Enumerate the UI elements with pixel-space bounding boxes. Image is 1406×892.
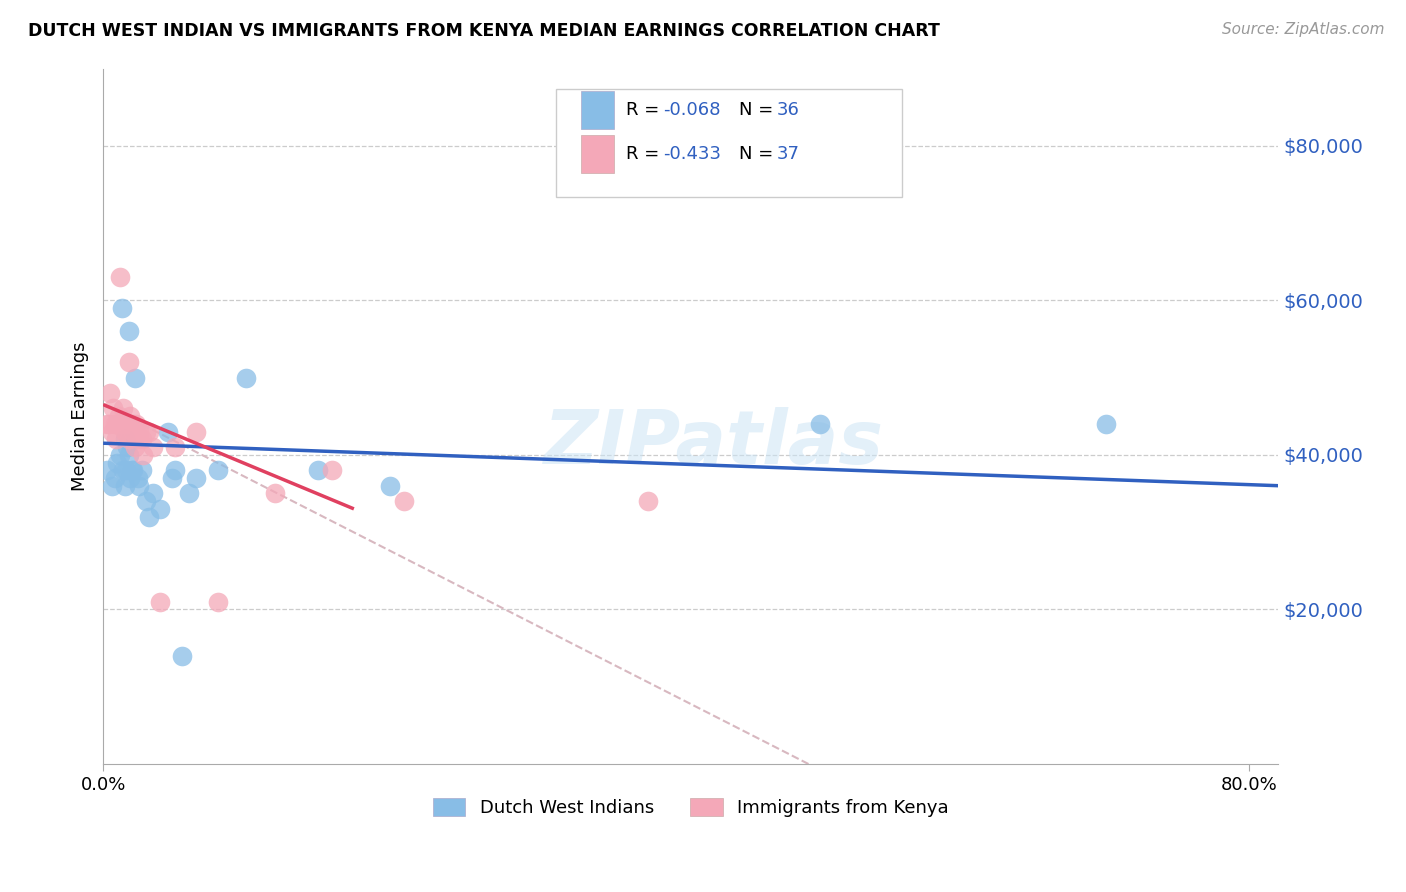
Point [135, 425, 157, 439]
Point [107, 417, 129, 431]
Point [131, 433, 153, 447]
Text: -0.068: -0.068 [664, 101, 721, 119]
Text: -0.433: -0.433 [664, 145, 721, 163]
Point [115, 463, 138, 477]
Text: N =: N = [738, 101, 779, 119]
Point [186, 425, 208, 439]
Point [120, 409, 142, 424]
Point [321, 463, 343, 477]
Point [114, 425, 136, 439]
Point [138, 509, 160, 524]
Point [142, 440, 165, 454]
Point [138, 425, 160, 439]
Point [186, 471, 208, 485]
Point [118, 355, 141, 369]
Text: 36: 36 [776, 101, 799, 119]
Point [142, 486, 165, 500]
Point [110, 448, 132, 462]
FancyBboxPatch shape [555, 89, 903, 197]
Point [131, 463, 153, 477]
Point [122, 425, 145, 439]
Point [378, 479, 401, 493]
Point [124, 370, 146, 384]
FancyBboxPatch shape [581, 91, 614, 129]
Point [108, 409, 131, 424]
Point [121, 417, 143, 431]
Point [132, 448, 155, 462]
Point [307, 463, 329, 477]
Text: 37: 37 [776, 145, 800, 163]
Point [163, 463, 186, 477]
Point [121, 463, 143, 477]
Point [105, 433, 128, 447]
Point [118, 448, 141, 462]
Point [112, 463, 135, 477]
Point [128, 479, 150, 493]
Text: Source: ZipAtlas.com: Source: ZipAtlas.com [1222, 22, 1385, 37]
Point [149, 501, 172, 516]
Text: DUTCH WEST INDIAN VS IMMIGRANTS FROM KENYA MEDIAN EARNINGS CORRELATION CHART: DUTCH WEST INDIAN VS IMMIGRANTS FROM KEN… [28, 22, 941, 40]
Point [1095, 417, 1118, 431]
Point [170, 648, 193, 663]
Point [135, 494, 157, 508]
Point [96, 417, 118, 431]
Point [111, 417, 134, 431]
Point [101, 401, 124, 416]
Point [98, 386, 121, 401]
FancyBboxPatch shape [581, 135, 614, 173]
Point [104, 471, 127, 485]
Point [100, 479, 122, 493]
Point [117, 417, 139, 431]
Text: R =: R = [626, 101, 665, 119]
Text: N =: N = [738, 145, 779, 163]
Point [128, 425, 150, 439]
Point [104, 417, 127, 431]
Point [127, 471, 149, 485]
Point [207, 594, 229, 608]
Point [115, 417, 138, 431]
Point [149, 594, 172, 608]
Point [107, 456, 129, 470]
Point [235, 370, 257, 384]
Legend: Dutch West Indians, Immigrants from Kenya: Dutch West Indians, Immigrants from Keny… [426, 790, 956, 824]
Point [156, 425, 179, 439]
Point [637, 494, 659, 508]
Point [177, 486, 200, 500]
Point [111, 301, 134, 315]
Point [207, 463, 229, 477]
Point [118, 433, 141, 447]
Point [392, 494, 415, 508]
Text: ZIPatlas: ZIPatlas [544, 408, 884, 481]
Point [112, 401, 135, 416]
Point [163, 440, 186, 454]
Y-axis label: Median Earnings: Median Earnings [72, 342, 89, 491]
Point [97, 417, 120, 431]
Point [160, 471, 183, 485]
Point [118, 324, 141, 338]
Point [124, 440, 146, 454]
Point [100, 425, 122, 439]
Point [120, 471, 142, 485]
Text: R =: R = [626, 145, 665, 163]
Point [125, 417, 148, 431]
Point [264, 486, 287, 500]
Point [114, 479, 136, 493]
Point [808, 417, 831, 431]
Point [117, 440, 139, 454]
Point [96, 463, 118, 477]
Point [110, 270, 132, 285]
Point [114, 433, 136, 447]
Point [122, 463, 145, 477]
Point [128, 433, 150, 447]
